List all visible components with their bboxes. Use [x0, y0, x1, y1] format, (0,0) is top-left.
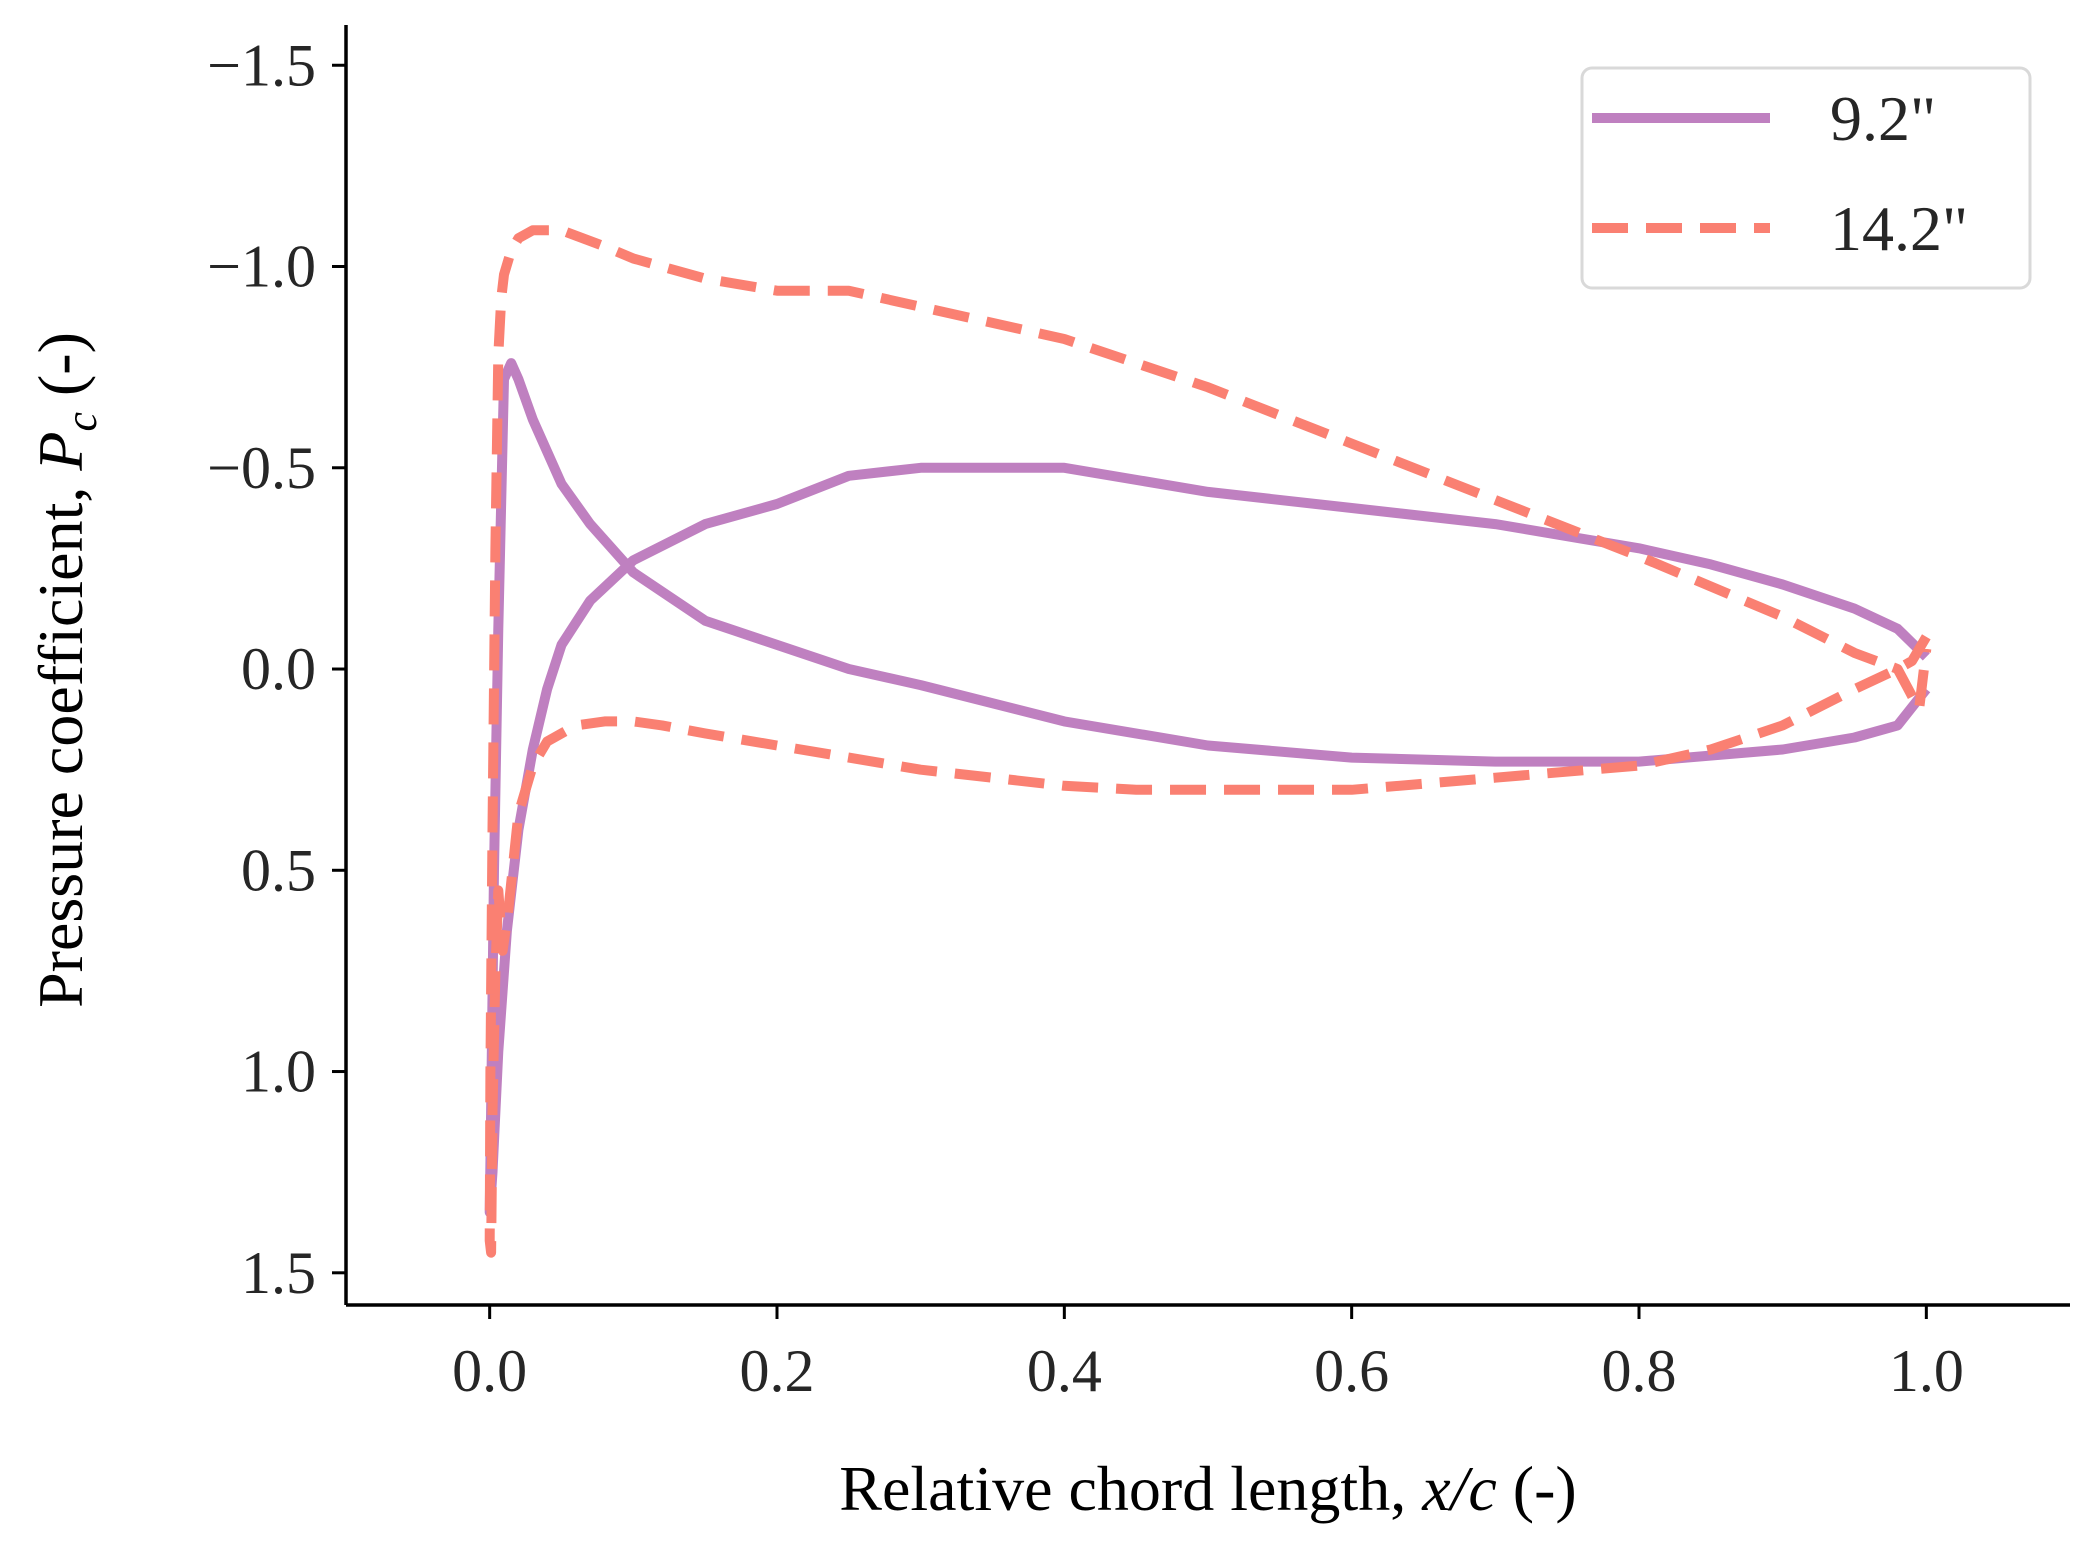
legend-label-9-2: 9.2"	[1830, 83, 1936, 154]
legend-label-14-2: 14.2"	[1830, 193, 1968, 264]
y-tick-label: 1.0	[241, 1039, 316, 1105]
legend: 9.2" 14.2"	[1580, 66, 2032, 290]
y-ticks: −1.5 −1.0 −0.5 0.0 0.5 1.0 1.5	[207, 32, 346, 1306]
y-tick-label: 1.5	[241, 1240, 316, 1306]
x-axis-label-suffix: (-)	[1497, 1453, 1577, 1524]
x-tick-label: 0.2	[740, 1338, 815, 1404]
x-tick-label: 0.8	[1602, 1338, 1677, 1404]
y-axis-label: Pressure coefficient, Pc (-)	[25, 332, 106, 1008]
y-tick-label: −0.5	[207, 435, 316, 501]
x-tick-label: 0.0	[452, 1338, 527, 1404]
y-axis-label-prefix: Pressure coefficient,	[25, 471, 96, 1008]
series-line-14-2	[484, 225, 1932, 1258]
x-axis-label: Relative chord length, x/c (-)	[839, 1453, 1576, 1524]
x-ticks: 0.0 0.2 0.4 0.6 0.8 1.0	[452, 1305, 1964, 1404]
y-tick-label: −1.5	[207, 32, 316, 98]
y-axis-label-var: P	[25, 432, 96, 472]
y-tick-label: −1.0	[207, 234, 316, 300]
series-layer	[484, 225, 1932, 1258]
y-axis-label-sub: c	[57, 412, 106, 432]
x-tick-label: 0.6	[1314, 1338, 1389, 1404]
y-tick-label: 0.5	[241, 837, 316, 903]
y-axis-label-suffix: (-)	[25, 332, 96, 412]
y-tick-label: 0.0	[241, 636, 316, 702]
x-tick-label: 1.0	[1889, 1338, 1964, 1404]
x-axis-label-prefix: Relative chord length,	[839, 1453, 1422, 1524]
x-axis-label-var: x/c	[1421, 1453, 1497, 1524]
series-line-9-2	[484, 358, 1931, 1218]
x-tick-label: 0.4	[1027, 1338, 1102, 1404]
